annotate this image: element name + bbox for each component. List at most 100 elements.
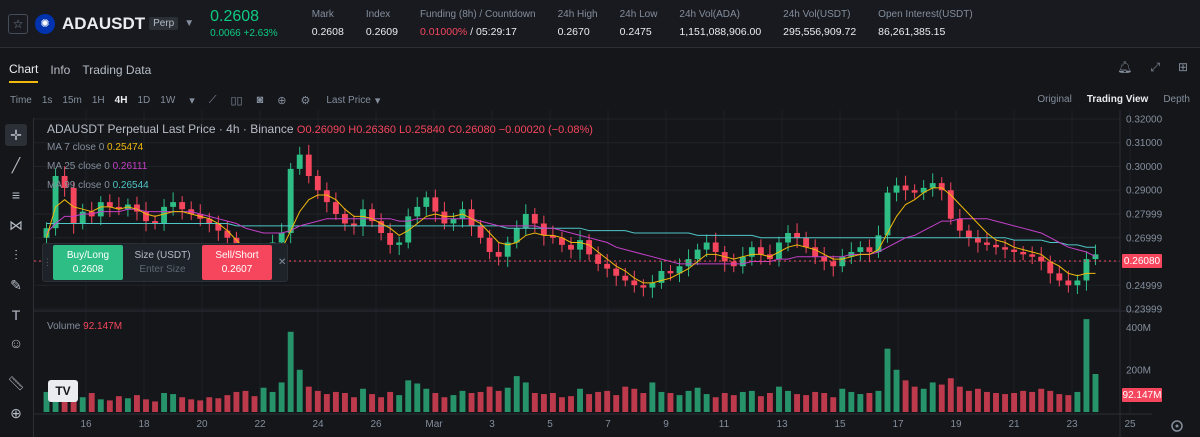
price-tick-label: 0.32000 <box>1126 115 1163 126</box>
interval-dropdown-icon[interactable]: ▾ <box>189 94 195 107</box>
volume-bar <box>233 391 240 412</box>
time-tick-label: 16 <box>80 419 92 430</box>
candle-body <box>323 190 330 203</box>
interval-4h[interactable]: 4H <box>114 94 128 106</box>
trendline-icon[interactable]: ╱ <box>11 156 21 173</box>
candle-body <box>667 270 674 274</box>
candle-body <box>1029 254 1036 257</box>
volume-bar <box>79 397 86 412</box>
volume-bar <box>540 394 547 412</box>
candle-body <box>224 230 231 238</box>
time-tick-label: 5 <box>547 419 553 430</box>
candle-body <box>929 183 936 188</box>
volume-bar <box>685 390 692 412</box>
interval-1s[interactable]: 1s <box>41 94 53 106</box>
volume-bar <box>459 390 466 412</box>
volume-bar <box>161 393 168 412</box>
candle-body <box>902 185 909 191</box>
candle-body <box>821 256 828 262</box>
chart-type-icon[interactable]: ▯▯ <box>230 94 243 107</box>
price-tick-label: 0.23999 <box>1126 305 1163 316</box>
ma7-line <box>46 187 1096 284</box>
candle-body <box>712 242 719 252</box>
add-icon[interactable]: ⊕ <box>277 94 287 107</box>
horizontal-lines-icon[interactable]: ≡ <box>11 187 21 203</box>
chart-toolbar: Time 1s 15m 1H 4H 1D 1W ▾ ⟋ ▯▯ ◙ ⊕ ⚙ Las… <box>0 90 1200 110</box>
candle-body <box>79 211 86 224</box>
interval-time[interactable]: Time <box>10 94 32 106</box>
settings-icon[interactable]: ⚙ <box>300 94 311 107</box>
volume-bar <box>866 393 873 412</box>
close-icon[interactable]: ✕ <box>278 257 287 268</box>
tab-info[interactable]: Info <box>50 63 71 77</box>
camera-icon[interactable]: ◙ <box>256 94 264 106</box>
stat-label: Mark <box>311 9 334 20</box>
volume-bar <box>676 395 683 412</box>
volume-bar <box>884 348 891 412</box>
chart-legend: ADAUSDT Perpetual Last Price · 4h · Bina… <box>47 122 593 136</box>
candle-body <box>875 235 882 252</box>
volume-bar <box>803 395 810 412</box>
crosshair-icon[interactable]: ✛ <box>5 124 27 146</box>
volume-bar <box>577 388 583 412</box>
candle-body <box>179 202 186 210</box>
grid-icon[interactable]: ⊞ <box>1177 60 1188 74</box>
volume-bar <box>296 369 303 412</box>
brush-icon[interactable]: ✎ <box>10 276 22 293</box>
candle-body <box>640 285 647 288</box>
indicator-icon[interactable]: ⟋ <box>208 93 217 106</box>
chart-tabs: Chart Info Trading Data 🔔︎ ⤢ ⊞ <box>0 56 1200 84</box>
time-tick-label: 24 <box>312 419 324 430</box>
current-volume-tag: 92.147M <box>1122 388 1162 402</box>
time-tick-label: 13 <box>776 419 788 430</box>
candle-body <box>152 221 158 224</box>
price-tick-label: 0.30000 <box>1126 162 1163 173</box>
view-original[interactable]: Original <box>1037 94 1072 105</box>
volume-bar <box>794 394 801 412</box>
interval-1w[interactable]: 1W <box>160 94 176 106</box>
volume-bar <box>1065 395 1072 412</box>
stat-24h-low: 24h Low 0.2475 <box>620 9 658 38</box>
candle-body <box>568 244 574 250</box>
stat-funding: Funding (8h) / Countdown 0.01000% / 05:2… <box>420 9 536 38</box>
buy-long-button[interactable]: Buy/Long 0.2608 <box>53 245 123 280</box>
sell-short-button[interactable]: Sell/Short 0.2607 <box>202 245 272 280</box>
price-type-chevron-icon[interactable]: ▾ <box>374 94 381 107</box>
candle-body <box>830 261 837 267</box>
price-tick-label: 0.31000 <box>1126 138 1163 149</box>
ruler-icon[interactable]: 📏︎ <box>7 374 25 391</box>
interval-1h[interactable]: 1H <box>91 94 105 106</box>
size-input[interactable]: Size (USDT) Enter Size <box>123 245 202 280</box>
volume-bar <box>893 369 900 412</box>
text-icon[interactable]: T <box>11 307 21 323</box>
candle-body <box>884 192 891 236</box>
fibonacci-icon[interactable]: ⫶ <box>14 246 18 263</box>
chevron-down-icon[interactable]: ▼ <box>184 18 195 29</box>
star-icon[interactable]: ☆ <box>8 13 28 34</box>
interval-1d[interactable]: 1D <box>137 94 151 106</box>
tab-trading-data[interactable]: Trading Data <box>82 63 152 77</box>
view-depth[interactable]: Depth <box>1163 94 1190 105</box>
price-axis: 0.32000 0.31000 0.30000 0.29000 0.27999 0.269… <box>1126 115 1163 316</box>
quick-order-panel: ⋮⋮ Buy/Long 0.2608 Size (USDT) Enter Siz… <box>42 243 288 282</box>
time-tick-label: 7 <box>605 419 611 430</box>
symbol-name[interactable]: ADAUSDT <box>62 13 146 33</box>
tab-chart[interactable]: Chart <box>9 57 39 83</box>
volume-bar <box>1074 391 1081 412</box>
price-type-select[interactable]: Last Price <box>326 94 371 106</box>
zoom-in-icon[interactable]: ⊕ <box>10 404 22 421</box>
time-tick-label: 19 <box>950 419 962 430</box>
pattern-icon[interactable]: ⋈ <box>9 216 23 233</box>
emoji-icon[interactable]: ☺ <box>8 335 24 351</box>
volume-bar <box>604 390 611 412</box>
volume-bar <box>776 386 782 412</box>
legend-ohlc: O0.26090 H0.26360 L0.25840 C0.26080 −0.0… <box>296 124 593 136</box>
drag-handle-icon[interactable]: ⋮⋮ <box>43 257 61 267</box>
candle-body <box>134 204 140 212</box>
expand-icon[interactable]: ⤢ <box>1150 60 1160 74</box>
alert-bell-icon[interactable]: 🔔︎ <box>1117 60 1133 74</box>
interval-15m[interactable]: 15m <box>62 94 82 106</box>
view-trading-view[interactable]: Trading View <box>1086 94 1149 105</box>
ma25-legend: MA 25 close 0 0.26111 <box>47 161 147 172</box>
volume-bar <box>848 391 855 412</box>
